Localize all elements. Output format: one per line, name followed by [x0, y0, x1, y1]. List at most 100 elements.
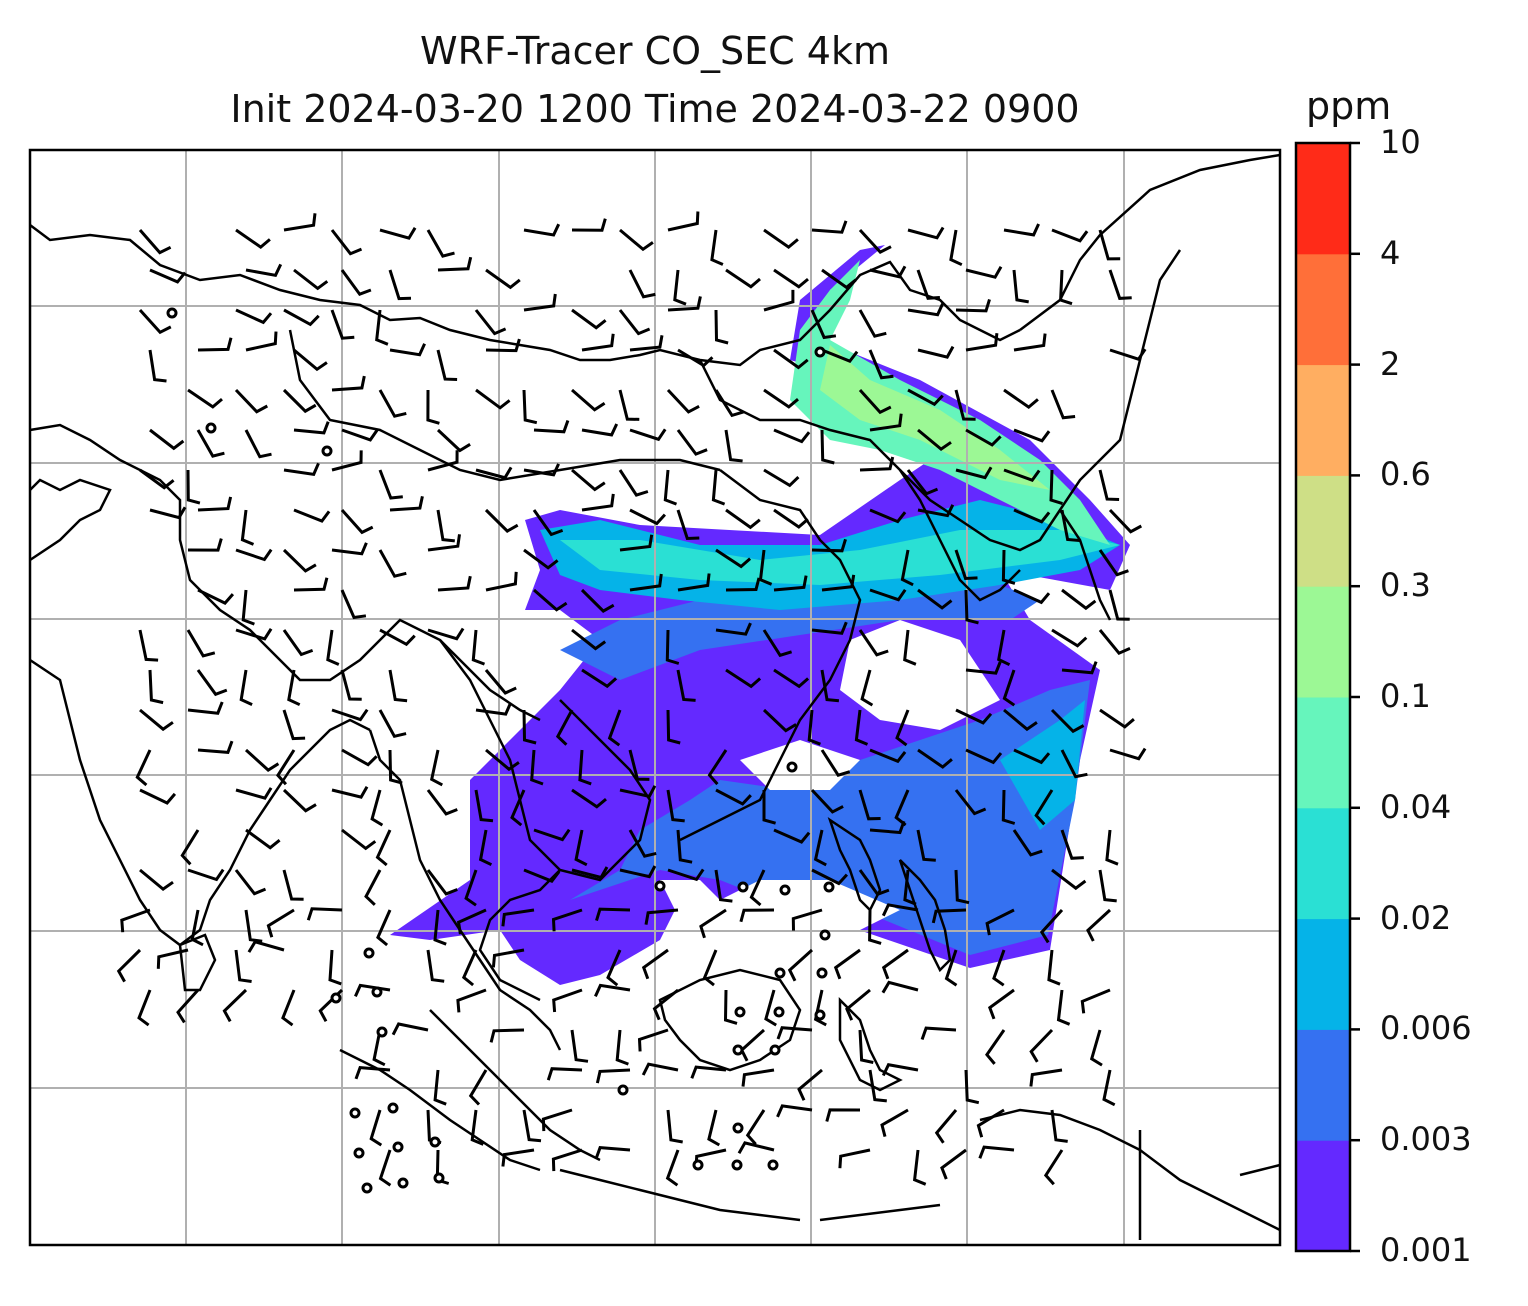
wind-barb	[724, 429, 743, 463]
wind-barb	[1108, 508, 1143, 534]
calm-wind-marker	[321, 445, 333, 457]
wind-barb	[471, 629, 486, 666]
wind-barb	[328, 949, 342, 986]
wind-barb	[811, 220, 848, 234]
wind-barb	[1060, 749, 1088, 779]
wind-barb	[1034, 789, 1054, 826]
wind-barb	[533, 419, 570, 434]
wind-barb	[197, 740, 234, 754]
wind-barb	[571, 628, 607, 651]
wind-barb	[821, 574, 856, 592]
calm-wind-marker	[353, 1147, 365, 1159]
wind-barb	[369, 1109, 383, 1147]
plume-level-0.003	[570, 680, 1090, 955]
colorbar-tick-label: 0.001	[1380, 1231, 1472, 1269]
wind-barb	[725, 268, 761, 289]
wind-barb	[341, 428, 379, 442]
wind-barb	[944, 949, 958, 987]
wind-barb	[763, 228, 799, 249]
wind-barb	[326, 629, 340, 666]
wind-barb	[437, 575, 472, 592]
wind-barb	[427, 627, 465, 641]
wind-barb	[906, 469, 939, 496]
wind-barb	[283, 213, 317, 232]
calm-wind-markers	[166, 307, 835, 1194]
colorbar-tick-label: 0.6	[1380, 455, 1431, 494]
wind-barb	[541, 1108, 573, 1132]
wind-barb	[964, 1069, 980, 1105]
wind-barb	[522, 709, 537, 745]
wind-barb	[436, 349, 458, 381]
wind-barb	[676, 429, 708, 456]
wind-barb	[474, 789, 494, 823]
wind-barb	[571, 468, 606, 492]
calm-wind-marker	[769, 1044, 781, 1056]
wind-barb	[523, 548, 559, 570]
wind-barb	[426, 789, 458, 816]
wind-barb	[234, 388, 269, 414]
wind-barb	[388, 669, 408, 703]
wind-barb	[965, 333, 999, 352]
wind-barb	[618, 389, 640, 421]
wind-barb	[595, 1068, 631, 1084]
wind-barb	[619, 228, 654, 252]
wind-barb	[776, 1104, 813, 1118]
wind-barb	[618, 309, 651, 336]
colorbar-tick-label: 0.006	[1380, 1009, 1472, 1048]
wind-barb	[190, 909, 204, 947]
wind-barb	[773, 508, 809, 529]
wind-barb	[331, 708, 369, 722]
wind-barb	[1013, 333, 1047, 352]
calm-wind-marker	[205, 422, 217, 434]
wind-barb	[707, 749, 728, 786]
wind-barb	[917, 588, 953, 610]
wind-barb	[810, 788, 844, 814]
gridlines	[30, 150, 1280, 1245]
wind-barb	[474, 309, 507, 336]
colorbar-tick-label: 0.02	[1380, 898, 1452, 937]
wind-barb	[1003, 388, 1039, 409]
wind-barb	[764, 989, 777, 1027]
wind-barb	[845, 988, 871, 1021]
wind-barb	[120, 908, 151, 933]
wind-barb	[677, 348, 714, 368]
wind-barb	[641, 948, 669, 980]
wind-barb	[869, 820, 906, 835]
wind-barb	[475, 702, 512, 716]
plot-title-line2: Init 2024-03-20 1200 Time 2024-03-22 090…	[230, 87, 1080, 131]
wind-barb	[235, 627, 273, 641]
calm-wind-marker	[617, 1084, 629, 1096]
wind-barb	[1051, 868, 1087, 891]
wind-barb	[676, 829, 693, 864]
wind-barb	[676, 669, 696, 702]
wind-barb	[667, 296, 702, 312]
wind-barbs	[116, 211, 1147, 1187]
wind-barb	[197, 588, 235, 605]
wind-barb	[1029, 1068, 1063, 1087]
wind-barb	[949, 229, 963, 267]
calm-wind-marker	[376, 1026, 388, 1038]
wind-barb	[917, 504, 955, 518]
wind-barb	[737, 1141, 775, 1155]
wind-barb	[666, 388, 700, 414]
wind-barb	[234, 869, 267, 896]
wind-barb	[881, 1063, 919, 1077]
wind-barb	[1012, 269, 1029, 304]
wind-barb	[522, 389, 538, 425]
wind-barb	[551, 1148, 583, 1172]
wind-barb	[378, 389, 407, 418]
calm-wind-marker	[692, 1159, 704, 1171]
wind-barb	[581, 668, 618, 689]
wind-barb	[1056, 989, 1071, 1026]
wind-barb	[235, 308, 273, 325]
wind-barb	[641, 1062, 679, 1076]
wind-barb	[426, 229, 455, 258]
wind-barb	[985, 1029, 1006, 1065]
wind-barb	[652, 988, 679, 1021]
wind-barb	[437, 256, 473, 272]
wind-barb	[673, 269, 687, 306]
wind-barb	[552, 988, 583, 1013]
wind-barb	[619, 865, 657, 879]
wind-barb	[523, 868, 561, 884]
wind-barb	[282, 788, 317, 813]
